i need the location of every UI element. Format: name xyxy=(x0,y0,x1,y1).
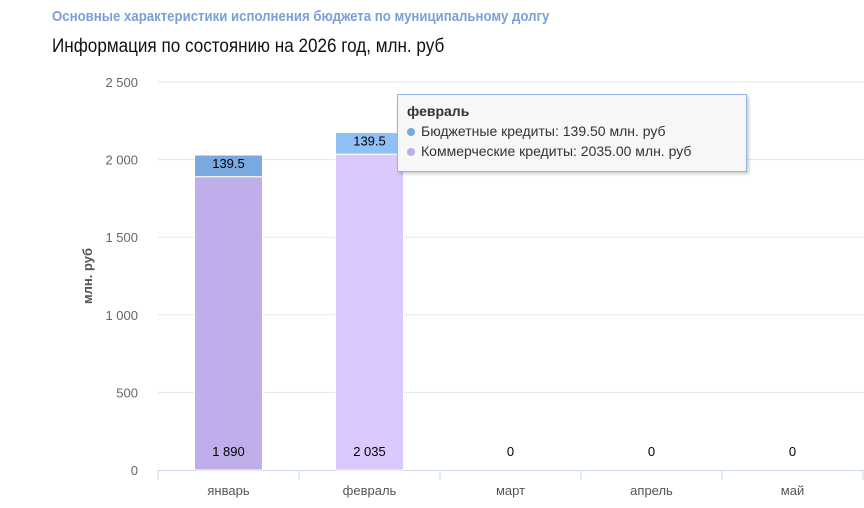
chart-title: Основные характеристики исполнения бюдже… xyxy=(52,8,550,25)
y-tick-label: 500 xyxy=(116,385,138,400)
tooltip-title: февраль xyxy=(407,103,470,119)
bar-commercial xyxy=(194,176,263,471)
x-tick-label: май xyxy=(781,483,804,498)
y-tick-label: 0 xyxy=(131,463,138,478)
data-label: 139.5 xyxy=(353,134,386,149)
legend-dot-icon xyxy=(407,148,415,156)
tooltip-row-budget: Бюджетные кредиты: 139.50 млн. руб xyxy=(407,121,737,141)
data-label: 2 035 xyxy=(353,444,386,459)
bar-commercial xyxy=(335,153,404,471)
tooltip-row-text: Коммерческие кредиты: 2035.00 млн. руб xyxy=(421,143,692,159)
x-tick-label: февраль xyxy=(343,483,397,498)
data-label: 0 xyxy=(789,444,796,459)
data-label: 0 xyxy=(507,444,514,459)
tooltip-row-text: Бюджетные кредиты: 139.50 млн. руб xyxy=(421,123,666,139)
y-axis-label: млн. руб xyxy=(80,248,95,304)
y-tick-label: 2 000 xyxy=(105,153,138,168)
data-label: 0 xyxy=(648,444,655,459)
tooltip: февраль Бюджетные кредиты: 139.50 млн. р… xyxy=(397,94,747,172)
data-label: 139.5 xyxy=(212,156,245,171)
data-label: 1 890 xyxy=(212,444,245,459)
y-tick-label: 1 500 xyxy=(105,230,138,245)
chart-subtitle: Информация по состоянию на 2026 год, млн… xyxy=(52,36,445,57)
y-tick-label: 2 500 xyxy=(105,75,138,90)
legend-dot-icon xyxy=(407,128,415,136)
x-tick-label: январь xyxy=(207,483,249,498)
tooltip-row-commercial: Коммерческие кредиты: 2035.00 млн. руб xyxy=(407,141,737,161)
x-tick-label: март xyxy=(496,483,525,498)
x-tick-label: апрель xyxy=(630,483,673,498)
y-tick-label: 1 000 xyxy=(105,308,138,323)
bar-budget xyxy=(194,154,263,178)
